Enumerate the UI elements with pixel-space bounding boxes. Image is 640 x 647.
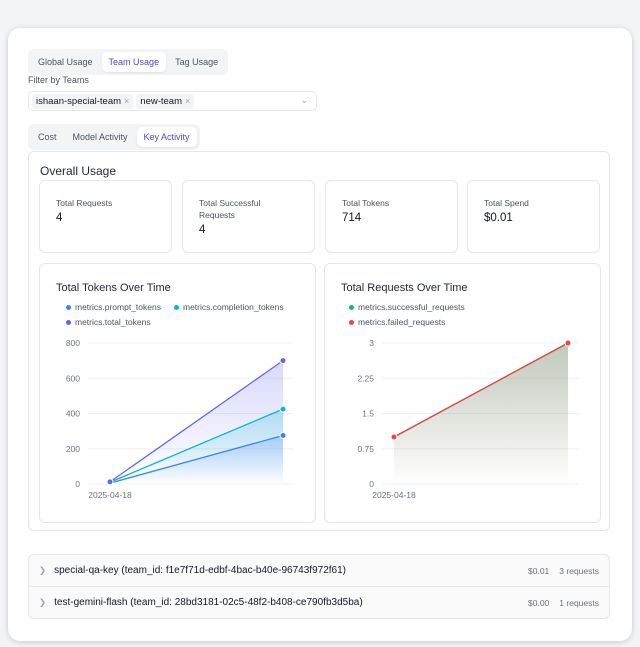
tab-model-activity[interactable]: Model Activity bbox=[72, 132, 128, 142]
stat-label: Total Requests bbox=[56, 198, 113, 208]
y-tick-label: 400 bbox=[66, 409, 80, 419]
key-spend: $0.00 bbox=[528, 597, 550, 608]
series-line bbox=[393, 342, 569, 438]
chevron-right-icon[interactable]: ❯ bbox=[39, 597, 47, 607]
y-tick-label: 0 bbox=[75, 479, 80, 489]
series-line bbox=[109, 434, 284, 484]
stat-successful-requests: Total Successful Requests 4 bbox=[182, 180, 315, 253]
legend-item: metrics.prompt_tokens bbox=[66, 302, 161, 312]
series-line bbox=[109, 408, 284, 483]
data-point bbox=[390, 433, 398, 441]
chip-label: new-team bbox=[140, 95, 182, 107]
y-tick-label: 0 bbox=[369, 479, 374, 489]
chart-title: Total Tokens Over Time bbox=[56, 282, 171, 294]
stat-label: Total Tokens bbox=[342, 198, 390, 208]
y-tick-label: 3 bbox=[369, 338, 374, 348]
team-filter-select[interactable]: ishaan-special-team × new-team × ⌄ bbox=[28, 91, 317, 111]
legend-item: metrics.successful_requests bbox=[349, 302, 465, 312]
tab-team-usage[interactable]: Team Usage bbox=[101, 52, 167, 72]
data-point bbox=[279, 405, 287, 413]
legend-item: metrics.total_tokens bbox=[66, 317, 151, 327]
legend-label: metrics.prompt_tokens bbox=[75, 302, 161, 312]
remove-icon[interactable]: × bbox=[124, 96, 130, 106]
chevron-right-icon[interactable]: ❯ bbox=[39, 565, 47, 575]
legend-dot bbox=[349, 319, 354, 325]
y-tick-label: 0.75 bbox=[357, 444, 374, 454]
key-name: special-qa-key (team_id: f1e7f71d-edbf-4… bbox=[54, 565, 346, 576]
data-point bbox=[106, 478, 114, 486]
tab-key-activity[interactable]: Key Activity bbox=[136, 127, 197, 147]
requests-chart-svg: 0 0.75 1.5 2.25 3 2025-04-18 bbox=[357, 338, 579, 500]
team-chip: ishaan-special-team × bbox=[32, 93, 134, 109]
stat-value: 714 bbox=[342, 212, 362, 224]
key-spend: $0.01 bbox=[528, 565, 550, 576]
x-tick-label: 2025-04-18 bbox=[372, 490, 416, 500]
section-title: Overall Usage bbox=[40, 164, 117, 178]
chevron-down-icon[interactable]: ⌄ bbox=[300, 95, 308, 105]
stat-total-requests: Total Requests 4 bbox=[39, 180, 172, 253]
key-name: test-gemini-flash (team_id: 28bd3181-02c… bbox=[54, 597, 363, 608]
filter-label: Filter by Teams bbox=[28, 75, 89, 85]
tab-global-usage[interactable]: Global Usage bbox=[38, 57, 93, 67]
key-row[interactable]: ❯ test-gemini-flash (team_id: 28bd3181-0… bbox=[28, 586, 610, 619]
key-requests: 3 requests bbox=[559, 565, 599, 576]
chip-label: ishaan-special-team bbox=[36, 95, 122, 107]
data-point bbox=[279, 357, 287, 365]
y-tick-label: 1.5 bbox=[362, 409, 374, 419]
legend-label: metrics.successful_requests bbox=[358, 302, 465, 312]
requests-chart: Total Requests Over Time 0 0.75 1.5 2.25 3 20… bbox=[324, 263, 601, 523]
y-tick-label: 2.25 bbox=[357, 373, 374, 383]
x-tick-label: 2025-04-18 bbox=[88, 490, 132, 500]
usage-card: Global Usage Team Usage Tag Usage Filter… bbox=[8, 28, 632, 641]
series-line bbox=[109, 360, 284, 483]
y-tick-label: 800 bbox=[66, 338, 80, 348]
legend-label: metrics.completion_tokens bbox=[183, 302, 284, 312]
data-point bbox=[279, 432, 287, 440]
tab-cost[interactable]: Cost bbox=[38, 132, 57, 142]
legend-label: metrics.total_tokens bbox=[75, 317, 151, 327]
legend-item: metrics.completion_tokens bbox=[174, 302, 284, 312]
data-point bbox=[564, 339, 572, 347]
y-tick-label: 200 bbox=[66, 444, 80, 454]
stat-total-spend: Total Spend $0.01 bbox=[467, 180, 600, 253]
key-requests: 1 requests bbox=[559, 597, 599, 608]
stat-label: Total Spend bbox=[484, 198, 529, 208]
legend-item: metrics.failed_requests bbox=[349, 317, 445, 327]
tokens-chart: Total Tokens Over Time 0 200 400 600 800 2025… bbox=[39, 263, 316, 523]
stat-total-tokens: Total Tokens 714 bbox=[325, 180, 458, 253]
legend-dot bbox=[174, 304, 179, 310]
legend-dot bbox=[66, 319, 71, 325]
activity-tabs: Cost Model Activity Key Activity bbox=[28, 124, 200, 150]
team-chip: new-team × bbox=[136, 93, 195, 109]
tokens-chart-svg: 0 200 400 600 800 2025-04-18 bbox=[66, 338, 293, 500]
legend-dot bbox=[349, 304, 354, 310]
stat-value: $0.01 bbox=[484, 212, 513, 224]
tab-tag-usage[interactable]: Tag Usage bbox=[175, 57, 219, 67]
legend-dot bbox=[66, 304, 71, 310]
series-area bbox=[394, 343, 568, 484]
key-row[interactable]: ❯ special-qa-key (team_id: f1e7f71d-edbf… bbox=[28, 554, 610, 587]
chart-title: Total Requests Over Time bbox=[341, 282, 468, 294]
y-tick-label: 600 bbox=[66, 373, 80, 383]
legend-label: metrics.failed_requests bbox=[358, 317, 446, 327]
overall-usage-panel: Overall Usage Total Requests 4 Total Succ… bbox=[28, 151, 610, 531]
stat-value: 4 bbox=[199, 224, 206, 236]
usage-tabs: Global Usage Team Usage Tag Usage bbox=[28, 49, 229, 75]
stat-label: Total Successful Requests bbox=[199, 198, 261, 220]
remove-icon[interactable]: × bbox=[185, 96, 191, 106]
stat-value: 4 bbox=[56, 212, 63, 224]
